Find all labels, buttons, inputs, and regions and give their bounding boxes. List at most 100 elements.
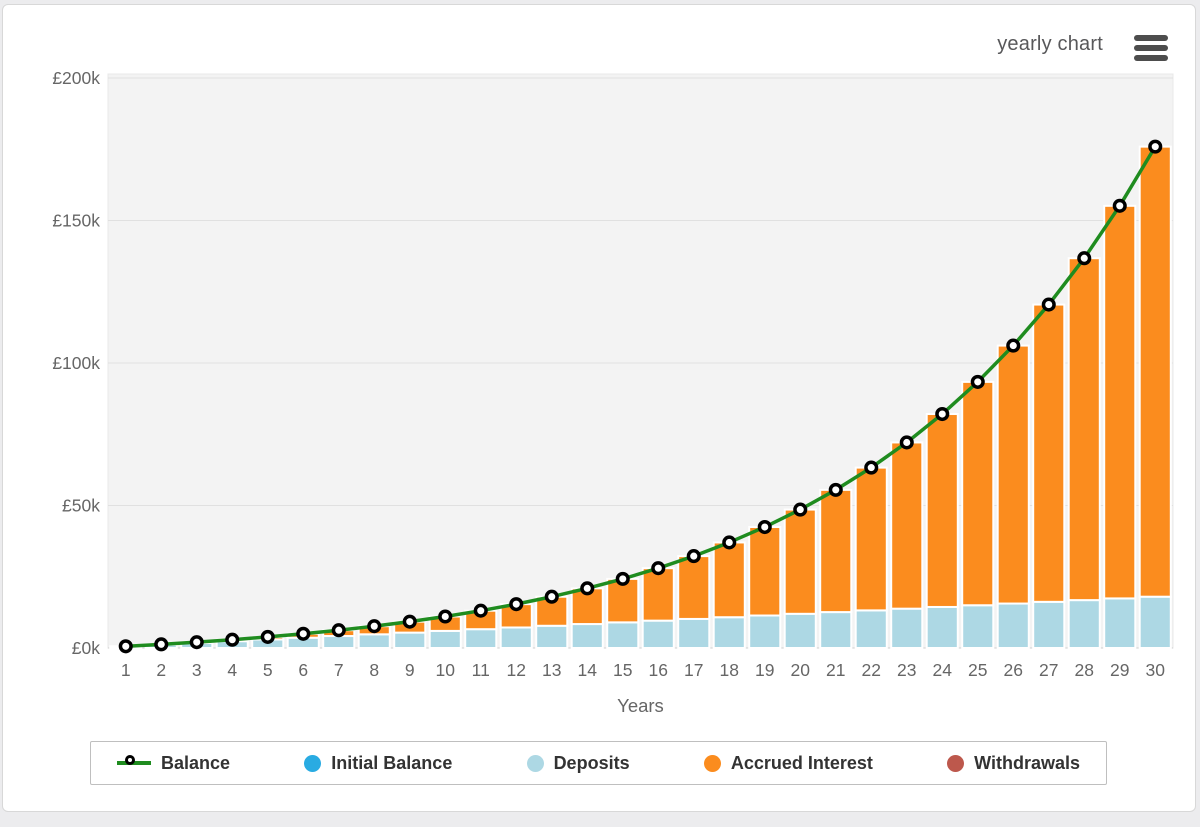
balance-marker-year-9	[402, 614, 417, 629]
bar-deposits-year-10	[428, 629, 462, 650]
legend-item-accrued-interest[interactable]: Accrued Interest	[703, 752, 873, 774]
bar-deposits-year-29	[1103, 597, 1137, 649]
balance-marker-year-29	[1112, 198, 1127, 213]
x-axis-tick-label: 8	[369, 660, 379, 680]
legend-item-deposits[interactable]: Deposits	[526, 752, 630, 774]
bar-accrued-interest-year-16	[641, 567, 675, 622]
x-axis-tick-label: 18	[720, 660, 739, 680]
bar-deposits-year-24	[925, 605, 959, 650]
legend-dot-icon	[703, 754, 721, 772]
x-axis-tick-label: 24	[933, 660, 953, 680]
x-axis-tick-label: 4	[227, 660, 237, 680]
balance-marker-year-12	[509, 597, 524, 612]
legend-item-label: Deposits	[553, 752, 630, 773]
x-axis-tick-label: 2	[156, 660, 166, 680]
x-axis-tick-label: 26	[1004, 660, 1023, 680]
x-axis-tick-label: 27	[1039, 660, 1058, 680]
bar-deposits-year-22	[854, 609, 888, 650]
x-axis-tick-label: 11	[472, 660, 490, 680]
balance-marker-year-13	[544, 589, 559, 604]
balance-marker-year-3	[189, 635, 204, 650]
bar-accrued-interest-year-25	[961, 380, 995, 607]
x-axis-tick-label: 22	[862, 660, 881, 680]
balance-marker-year-17	[686, 549, 701, 564]
x-axis-tick-label: 3	[192, 660, 202, 680]
x-axis-tick-label: 5	[263, 660, 273, 680]
x-axis-tick-label: 17	[684, 660, 703, 680]
bar-accrued-interest-year-19	[748, 526, 782, 617]
bar-deposits-year-15	[606, 621, 640, 649]
bar-accrued-interest-year-24	[925, 413, 959, 608]
balance-marker-year-20	[793, 502, 808, 517]
legend-dot-icon	[304, 754, 322, 772]
balance-marker-year-7	[331, 623, 346, 638]
bar-deposits-year-14	[570, 623, 604, 649]
bar-deposits-year-30	[1138, 595, 1172, 650]
balance-marker-year-8	[367, 619, 382, 634]
bar-accrued-interest-year-21	[819, 488, 853, 614]
chart-type-label: yearly chart	[997, 33, 1103, 55]
balance-marker-year-14	[580, 581, 595, 596]
plot-background	[107, 73, 1174, 649]
bar-deposits-year-9	[393, 631, 427, 649]
x-axis-tick-label: 23	[897, 660, 916, 680]
y-axis-tick-label: £0k	[72, 638, 100, 658]
y-axis-tick-label: £200k	[52, 68, 100, 88]
hamburger-menu-icon[interactable]	[1134, 35, 1168, 61]
balance-marker-year-5	[260, 629, 275, 644]
x-axis-tick-label: 13	[542, 660, 561, 680]
bar-deposits-year-20	[783, 612, 817, 649]
bar-accrued-interest-year-18	[712, 541, 746, 619]
bar-deposits-year-8	[357, 633, 391, 650]
legend-item-label: Balance	[161, 752, 231, 773]
balance-marker-year-25	[970, 374, 985, 389]
bar-deposits-year-12	[499, 626, 533, 649]
bar-accrued-interest-year-23	[890, 441, 924, 610]
legend-item-label: Accrued Interest	[730, 752, 873, 773]
x-axis-tick-label: 29	[1110, 660, 1129, 680]
balance-marker-year-21	[828, 482, 843, 497]
legend-marker-ring	[125, 754, 135, 765]
balance-marker-year-1	[118, 639, 133, 654]
x-axis-tick-label: 7	[334, 660, 344, 680]
balance-marker-year-15	[615, 571, 630, 586]
x-axis-tick-label: 15	[613, 660, 632, 680]
legend-dot-icon	[526, 754, 544, 772]
balance-line-marker-icon	[117, 754, 151, 772]
balance-marker-year-6	[296, 626, 311, 641]
bar-accrued-interest-year-27	[1032, 303, 1066, 603]
legend: Balance Initial Balance Deposits Accrued In…	[90, 741, 1107, 785]
y-axis-tick-label: £100k	[52, 353, 100, 373]
legend-item-label: Withdrawals	[974, 752, 1080, 773]
hamburger-bar	[1134, 55, 1168, 61]
x-axis-tick-label: 20	[791, 660, 811, 680]
balance-marker-year-23	[899, 435, 914, 450]
x-axis-tick-label: 30	[1146, 660, 1166, 680]
balance-marker-year-27	[1041, 297, 1056, 312]
bar-accrued-interest-year-30	[1138, 145, 1172, 598]
balance-marker-year-30	[1148, 139, 1163, 154]
balance-marker-year-18	[722, 535, 737, 550]
balance-marker-year-26	[1006, 338, 1021, 353]
legend-dot-icon	[947, 754, 965, 772]
balance-marker-year-11	[473, 603, 488, 618]
hamburger-bar	[1134, 45, 1168, 51]
x-axis-tick-label: 10	[436, 660, 456, 680]
legend-item-initial-balance[interactable]: Initial Balance	[304, 753, 452, 774]
x-axis-tick-label: 16	[649, 660, 668, 680]
balance-marker-year-10	[438, 609, 453, 624]
legend-item-balance[interactable]: Balance	[117, 753, 230, 774]
x-axis-tick-label: 14	[578, 660, 598, 680]
bar-deposits-year-11	[464, 628, 498, 650]
bar-deposits-year-17	[677, 617, 711, 649]
bar-accrued-interest-year-26	[996, 344, 1030, 605]
x-axis-tick-label: 6	[298, 660, 308, 680]
bar-accrued-interest-year-17	[677, 555, 711, 620]
x-axis-tick-label: 1	[121, 660, 131, 680]
balance-marker-year-22	[864, 460, 879, 475]
x-axis-tick-label: 25	[968, 660, 987, 680]
balance-marker-year-28	[1077, 251, 1092, 266]
legend-item-withdrawals[interactable]: Withdrawals	[947, 753, 1080, 774]
